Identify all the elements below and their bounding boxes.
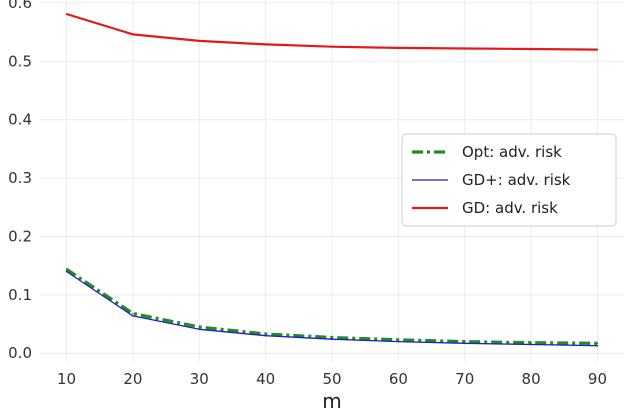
y-tick-label: 0.4 xyxy=(8,111,32,129)
series-point-2 xyxy=(463,47,466,50)
series-point-0 xyxy=(264,333,267,335)
y-tick-label: 0.6 xyxy=(8,0,32,12)
series-point-2 xyxy=(397,47,400,49)
series-point-0 xyxy=(596,342,599,345)
series-point-2 xyxy=(264,43,267,46)
y-tick-label: 0.3 xyxy=(8,169,32,187)
series-point-2 xyxy=(198,40,201,42)
series-point-2 xyxy=(132,33,134,36)
y-tick-label: 0.5 xyxy=(8,52,32,70)
x-tick-label: 10 xyxy=(57,370,76,388)
series-point-2 xyxy=(65,13,68,15)
x-tick-label: 20 xyxy=(123,370,142,388)
y-tick-label: 0.2 xyxy=(8,227,32,245)
x-tick-label: 70 xyxy=(455,370,474,388)
series-point-0 xyxy=(132,312,134,315)
y-tick-label: 0.0 xyxy=(8,344,32,362)
series-point-1 xyxy=(132,315,134,317)
series-point-2 xyxy=(596,48,599,51)
x-tick-label: 80 xyxy=(522,370,541,388)
x-axis-label: m xyxy=(322,389,341,412)
legend-box xyxy=(401,133,617,227)
series-point-2 xyxy=(331,45,333,48)
series-point-1 xyxy=(331,338,333,341)
legend-label: GD: adv. risk xyxy=(462,199,558,217)
series-point-1 xyxy=(530,343,532,346)
series-point-0 xyxy=(198,326,201,328)
legend: Opt: adv. risk GD+: adv. risk GD: adv. ris… xyxy=(401,133,617,227)
legend-label: GD+: adv. risk xyxy=(462,171,571,189)
x-tick-label: 30 xyxy=(190,370,209,388)
series-point-0 xyxy=(463,340,466,343)
series-layer xyxy=(65,12,599,347)
x-tick-label: 90 xyxy=(588,370,607,388)
series-point-1 xyxy=(198,328,201,331)
x-tick-label: 40 xyxy=(256,370,275,388)
series-point-0 xyxy=(65,268,68,270)
series-point-1 xyxy=(463,342,466,345)
series-point-2 xyxy=(530,48,532,50)
series-point-1 xyxy=(397,340,400,343)
series-point-0 xyxy=(331,336,333,339)
grid-lines xyxy=(40,0,624,362)
legend-label: Opt: adv. risk xyxy=(462,143,562,161)
series-point-0 xyxy=(530,341,532,344)
tick-labels: 10 20 30 40 50 60 70 80 90 0.0 0.1 0.2 0.3 0.4 0.5 0.6 xyxy=(8,0,607,388)
x-tick-label: 60 xyxy=(389,370,408,388)
series-point-1 xyxy=(65,270,68,273)
series-point-1 xyxy=(596,344,599,347)
y-tick-label: 0.1 xyxy=(8,286,32,304)
series-point-1 xyxy=(264,334,267,337)
series-point-0 xyxy=(397,339,400,341)
x-tick-label: 50 xyxy=(322,370,341,388)
